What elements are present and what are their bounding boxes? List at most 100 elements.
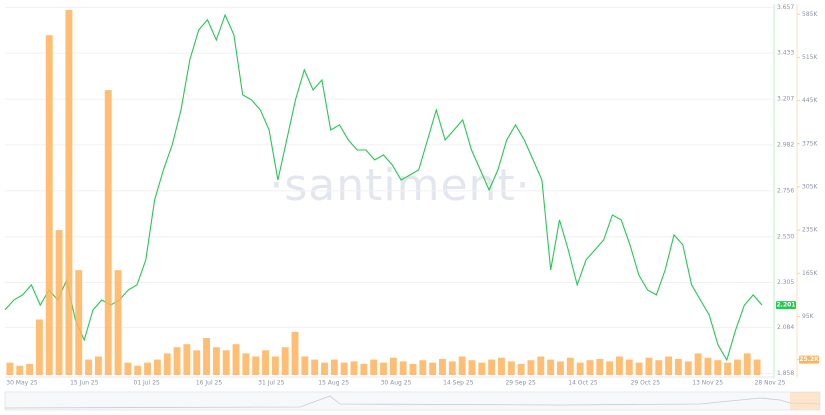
volume-bar (665, 356, 673, 375)
volume-bar (232, 344, 240, 375)
x-tick-label: 31 Jul 25 (258, 380, 285, 387)
volume-bar (124, 362, 132, 375)
volume-bar (429, 362, 437, 375)
volume-bar (645, 357, 653, 375)
x-tick-label: 15 Aug 25 (318, 380, 349, 387)
volume-bar (321, 362, 328, 375)
y-tick-label: 1.858 (777, 370, 794, 377)
y-tick-label: 2.305 (777, 279, 794, 286)
volume-bar (104, 90, 112, 375)
y-tick-label: 2.756 (777, 187, 794, 194)
volume-bar (45, 35, 53, 375)
volume-bar (714, 360, 722, 375)
x-tick-label: 28 Nov 25 (755, 380, 786, 387)
y2-tick-label: 305K (802, 183, 818, 190)
volume-bar (527, 360, 535, 375)
volume-bar (114, 270, 122, 375)
volume-bar (173, 347, 181, 375)
y-tick-label: 2.982 (777, 141, 794, 148)
volume-bar (301, 356, 309, 375)
x-tick-label: 16 Jul 25 (196, 380, 223, 387)
volume-bar (684, 361, 692, 375)
volume-bar (389, 357, 397, 375)
volume-bar (203, 338, 210, 375)
volume-bar (409, 363, 417, 375)
volume-bar (439, 358, 446, 375)
volume-bar (262, 350, 269, 375)
value-badge (799, 355, 819, 364)
volume-bar (586, 360, 594, 375)
x-tick-label: 29 Oct 25 (631, 380, 661, 387)
volume-bar (153, 359, 161, 375)
watermark: ·santiment· (269, 160, 530, 211)
volume-bar (655, 360, 663, 375)
y2-tick-label: 95K (802, 313, 815, 320)
volume-bar (704, 357, 712, 375)
x-tick-label: 15 Jun 25 (70, 380, 99, 387)
volume-bar (242, 353, 250, 375)
y2-tick-label: 445K (802, 97, 818, 104)
y2-tick-label: 515K (802, 54, 818, 61)
volume-bar (399, 361, 407, 375)
volume-bar (419, 360, 427, 375)
volume-bar (537, 356, 545, 375)
x-tick-label: 14 Sep 25 (443, 380, 474, 387)
y2-tick-label: 375K (802, 140, 818, 147)
volume-bar (606, 361, 614, 375)
volume-bar (547, 359, 555, 375)
y-tick-label: 3.433 (777, 50, 794, 57)
volume-bar (291, 331, 299, 375)
volume-bar (134, 365, 142, 375)
volume-bar (498, 357, 505, 375)
volume-bar (26, 363, 34, 375)
volume-bar (6, 362, 14, 375)
x-tick-label: 13 Nov 25 (692, 380, 723, 387)
volume-bar (163, 353, 171, 375)
volume-bar (340, 362, 348, 375)
volume-bar (212, 347, 220, 375)
volume-bar (694, 353, 702, 375)
volume-bar (488, 359, 496, 375)
volume-bar (222, 350, 230, 375)
x-tick-label: 30 Aug 25 (381, 380, 412, 387)
volume-bar (271, 356, 279, 375)
volume-bar (517, 363, 525, 375)
volume-bar (625, 359, 633, 375)
navigator-window[interactable] (790, 392, 820, 410)
volume-bar (16, 365, 24, 375)
volume-bar (448, 361, 456, 375)
volume-bar (35, 319, 43, 375)
y2-tick-label: 235K (802, 227, 818, 234)
volume-bar (252, 356, 260, 375)
volume-bar (507, 361, 515, 375)
volume-bar (75, 270, 83, 375)
price-line (4, 13, 763, 362)
volume-bar (674, 358, 682, 375)
volume-bar (85, 359, 93, 375)
x-tick-label: 30 May 25 (6, 380, 38, 387)
volume-bar (193, 350, 201, 375)
volume-bar (576, 362, 584, 375)
volume-bar (753, 359, 761, 375)
volume-bar (468, 360, 476, 375)
volume-bar (616, 356, 623, 375)
volume-bar (635, 362, 643, 375)
volume-bar (724, 362, 732, 375)
volume-bar (311, 359, 319, 375)
y-tick-label: 3.657 (777, 4, 794, 11)
volume-bar (350, 361, 358, 375)
x-tick-label: 29 Sep 25 (505, 380, 536, 387)
volume-bar (55, 230, 63, 375)
x-tick-label: 14 Oct 25 (568, 380, 598, 387)
y2-tick-label: 165K (802, 270, 818, 277)
volume-bar (733, 359, 741, 375)
value-badge (776, 301, 796, 310)
volume-bar (183, 344, 191, 375)
volume-bar (370, 359, 378, 375)
volume-bar (596, 358, 604, 375)
volume-bar (360, 363, 368, 375)
volume-bar (557, 361, 564, 375)
volume-bar (478, 362, 486, 375)
